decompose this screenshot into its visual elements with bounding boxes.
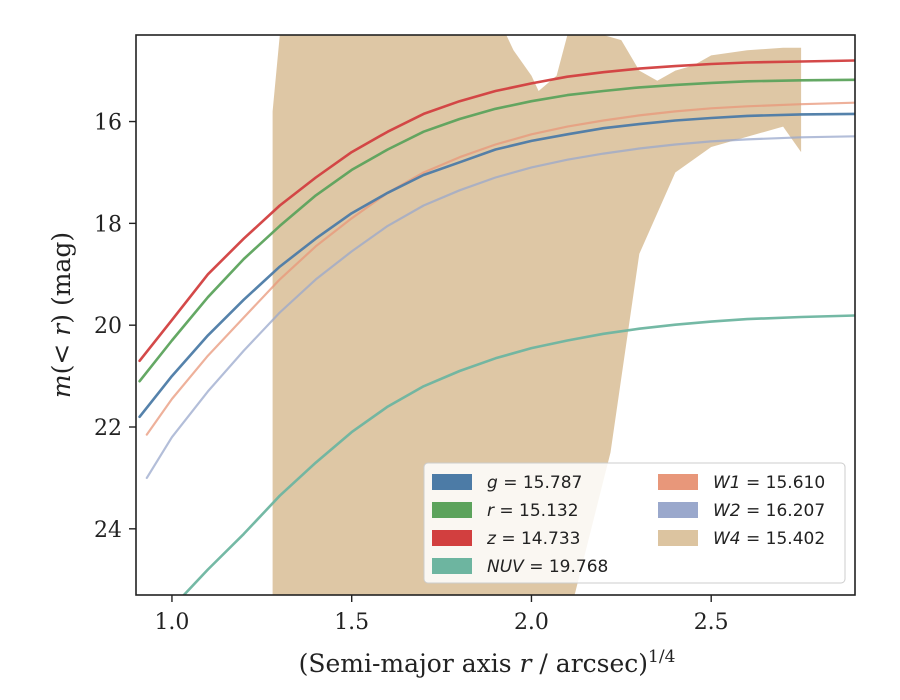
legend-swatch-w1 <box>658 474 698 490</box>
x-tick-label: 2.5 <box>694 610 729 635</box>
x-axis-label-main: (Semi-major axis <box>299 649 520 678</box>
series-nuv-line <box>182 314 855 595</box>
legend: g = 15.787 r = 15.132 z = 14.733 NUV = 19.7… <box>423 462 846 584</box>
y-axis-label-tail: ) (mag) <box>47 232 76 324</box>
y-tick-label: 16 <box>94 111 122 136</box>
y-axis-label-paren: (< <box>47 336 76 375</box>
x-axis-label-sup: 1/4 <box>648 647 675 667</box>
x-axis-label-var: r <box>520 649 534 678</box>
plot-frame <box>135 34 856 596</box>
y-tick-label: 18 <box>94 212 122 237</box>
y-tick-label: 22 <box>94 416 122 441</box>
legend-label-w4: W4 = 15.402 <box>713 529 825 549</box>
x-axis-label: (Semi-major axis r / arcsec)1/4 <box>299 647 676 678</box>
series-w4-band <box>272 35 802 595</box>
series-g-line <box>138 112 855 419</box>
legend-label-w1: W1 = 15.610 <box>713 473 825 493</box>
x-tick-label: 1.0 <box>154 610 189 635</box>
legend-swatch-g <box>432 474 472 490</box>
legend-label-nuv: NUV = 19.768 <box>487 557 608 577</box>
legend-swatch-w2 <box>658 502 698 518</box>
series-w1-line <box>145 101 855 436</box>
x-axis-label-tail: / arcsec) <box>531 649 648 678</box>
y-axis-label-r: r <box>47 322 76 336</box>
series-z-line <box>138 59 855 363</box>
x-tick-label: 1.5 <box>334 610 369 635</box>
series-r-line <box>138 78 855 383</box>
series-w2-line <box>145 135 855 479</box>
y-tick-label: 24 <box>94 518 122 543</box>
legend-label-w2: W2 = 16.207 <box>713 501 825 521</box>
y-axis-label: m(< r) (mag) <box>47 232 76 398</box>
legend-box <box>423 462 846 584</box>
legend-label-g: g = 15.787 <box>487 473 582 493</box>
legend-swatch-r <box>432 502 472 518</box>
y-axis-label-m: m <box>47 374 76 398</box>
legend-swatch-z <box>432 530 472 546</box>
y-tick-label: 20 <box>94 314 122 339</box>
legend-label-r: r = 15.132 <box>487 501 579 521</box>
legend-swatch-nuv <box>432 558 472 574</box>
x-tick-label: 2.0 <box>514 610 549 635</box>
legend-swatch-w4 <box>658 530 698 546</box>
legend-label-z: z = 14.733 <box>486 529 580 549</box>
